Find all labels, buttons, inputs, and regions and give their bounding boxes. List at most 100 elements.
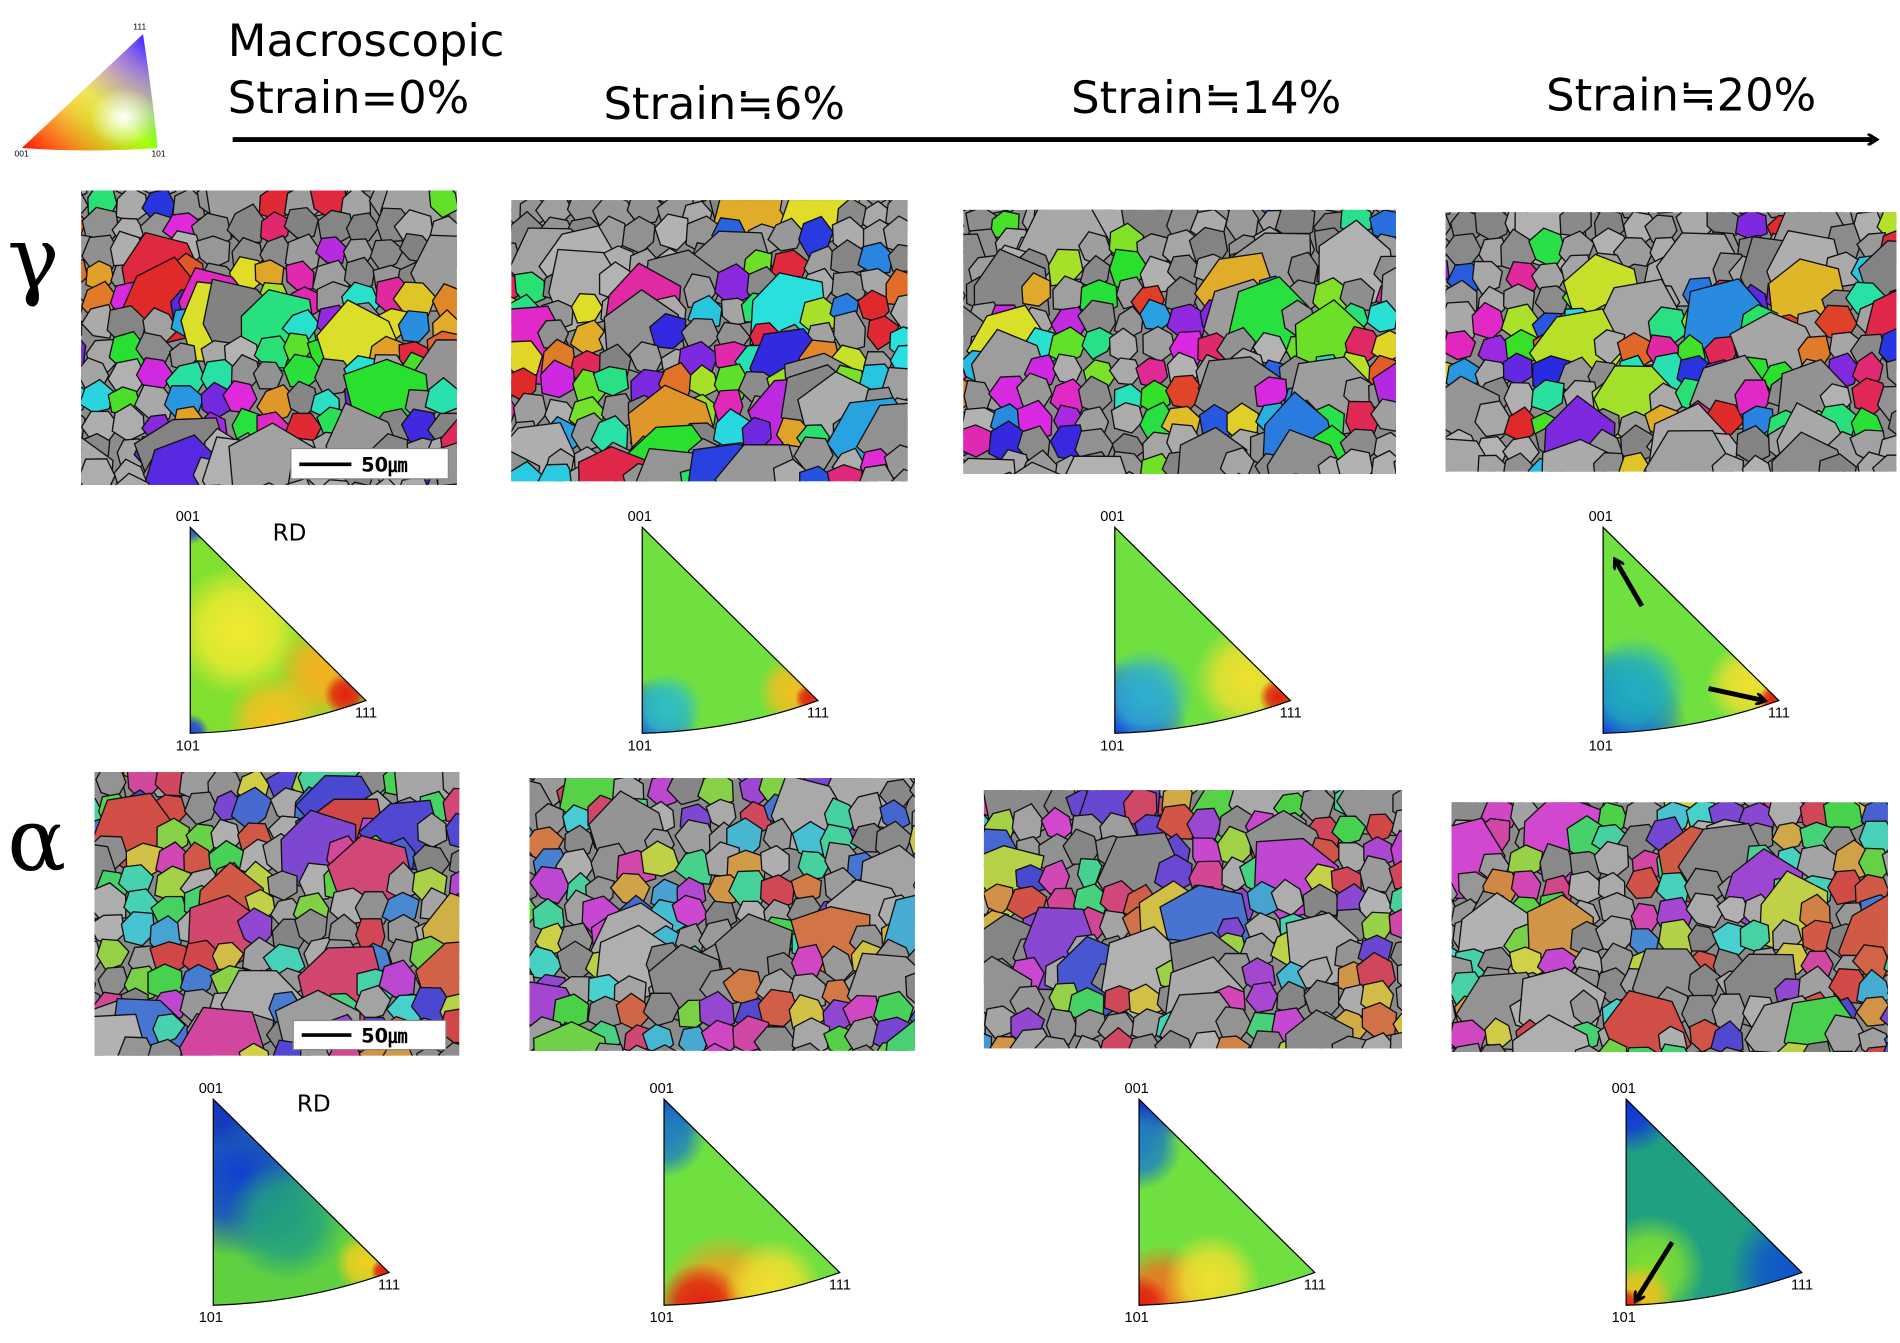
grain [81, 320, 83, 337]
grain [716, 778, 717, 779]
grain [456, 200, 457, 202]
grain [79, 489, 116, 522]
grain [700, 200, 708, 203]
grain [1237, 472, 1242, 474]
grain [1316, 480, 1349, 509]
grain [819, 1052, 846, 1081]
grain [1532, 181, 1561, 211]
ipf: 001 101 111 [649, 1081, 851, 1326]
grain [565, 778, 588, 782]
grain [621, 215, 656, 255]
grain [1252, 476, 1291, 516]
grain [910, 851, 915, 875]
ebsd-map [1451, 802, 1888, 1052]
grain [859, 463, 896, 482]
ipf-corner-label: 001 [199, 1081, 223, 1097]
grain [1445, 237, 1451, 258]
ipf-corner-label: 111 [829, 1277, 851, 1293]
grain [511, 379, 513, 400]
ebsd-map [511, 166, 908, 482]
grain [495, 752, 529, 788]
grain [1335, 448, 1374, 474]
grain [1445, 330, 1477, 361]
ipf-spot [1163, 1232, 1261, 1306]
grain [94, 980, 97, 991]
grain [851, 1044, 875, 1051]
grain [1225, 790, 1246, 796]
phase-label: α [7, 789, 66, 891]
color-key: 111 001 101 [15, 21, 166, 158]
grain [791, 1017, 831, 1051]
grain [1389, 1031, 1402, 1049]
grain [912, 880, 915, 890]
grain [1445, 300, 1481, 340]
grain [511, 433, 513, 438]
ipf-corner-label: 001 [1589, 509, 1613, 525]
grain [833, 310, 866, 353]
ipf-corner-label: 001 [1612, 1081, 1636, 1097]
grain [1003, 471, 1013, 474]
grain [529, 999, 535, 1020]
grain [1153, 1029, 1193, 1049]
ipf-corner-label: 101 [1612, 1310, 1636, 1326]
grain [1445, 212, 1452, 236]
ipf-corner-label: 101 [649, 1310, 673, 1326]
grain [908, 825, 915, 859]
grain [1480, 1043, 1507, 1052]
grain [1219, 446, 1255, 474]
grain [94, 882, 127, 926]
grain [1395, 984, 1402, 1012]
ebsd-map [963, 209, 1402, 516]
grain [702, 1050, 704, 1051]
phase-label: γ [7, 208, 59, 310]
grain [597, 166, 632, 199]
grain [1033, 209, 1053, 214]
ipf-spot [1729, 1199, 1802, 1306]
grain [448, 849, 460, 876]
grain [887, 778, 904, 780]
strain-label: Strain=0% [228, 71, 469, 124]
grain [442, 483, 457, 485]
grain [1627, 1046, 1658, 1052]
grain [220, 488, 255, 522]
grain [1445, 212, 1451, 216]
grain [826, 463, 863, 482]
grain [721, 168, 753, 199]
grain [1656, 212, 1674, 214]
grain [1474, 212, 1510, 242]
grain [1887, 409, 1897, 436]
grain [350, 190, 372, 192]
grain [416, 812, 448, 848]
grain [878, 778, 915, 808]
grain [1818, 453, 1857, 472]
grain [1260, 209, 1283, 214]
grain [1503, 452, 1533, 472]
grain [183, 791, 218, 826]
grain [529, 937, 531, 940]
grain [1451, 881, 1459, 904]
ipf-direction: RD [297, 1091, 331, 1117]
ipf: 001 101 111 [176, 509, 377, 754]
key-corner-label: 101 [151, 149, 165, 159]
grain [81, 386, 87, 411]
grain [94, 1013, 148, 1056]
ipf-corner-label: 111 [355, 706, 377, 722]
ipf-corner-label: 111 [1768, 706, 1790, 722]
grain [594, 1042, 624, 1051]
grain [460, 408, 491, 437]
ipf-corner-label: 101 [176, 738, 200, 754]
grain [1445, 284, 1451, 311]
grain [1108, 327, 1139, 365]
grain [254, 259, 285, 290]
grain [652, 778, 667, 783]
grain [442, 787, 460, 823]
grain [1372, 476, 1402, 505]
grain [262, 482, 275, 485]
grain [1735, 424, 1771, 466]
grain [461, 236, 493, 269]
grain [963, 233, 970, 265]
grain [285, 477, 310, 485]
ipf-spot [724, 1238, 822, 1306]
grain [90, 190, 101, 194]
grain [1767, 802, 1806, 832]
